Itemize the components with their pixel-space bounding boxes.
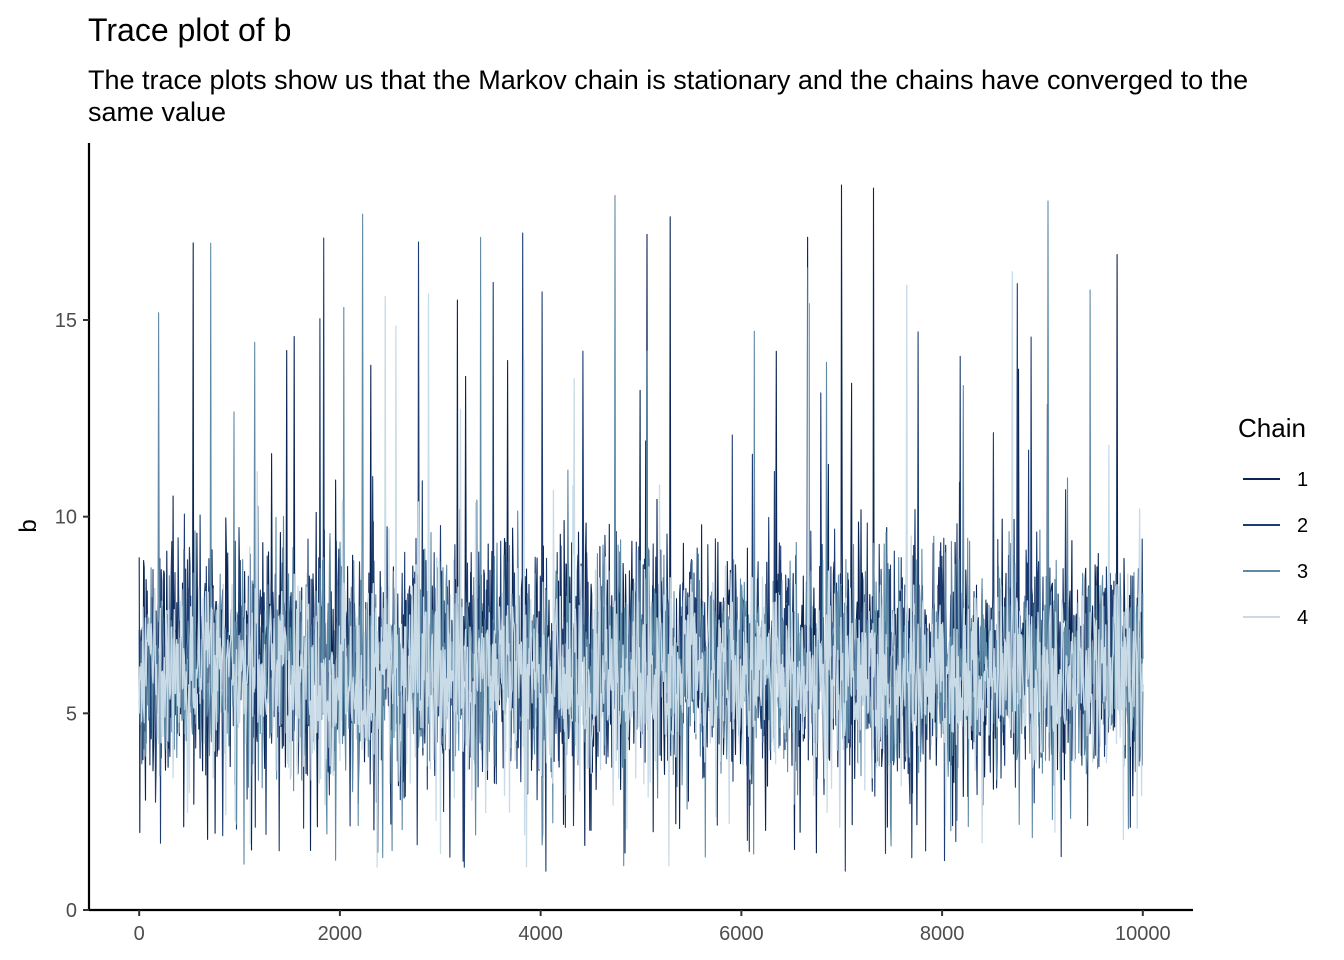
chart-subtitle: The trace plots show us that the Markov … — [88, 65, 1249, 127]
axes-layer: 0 5 10 15 0 2000 4000 6000 8000 10000 — [55, 143, 1193, 945]
x-tick-label: 2000 — [318, 923, 363, 945]
legend-title: Chain — [1238, 413, 1306, 443]
x-tick-label: 0 — [134, 923, 145, 945]
x-tick-label: 6000 — [719, 923, 764, 945]
x-tick-label: 10000 — [1115, 923, 1171, 945]
y-tick-label: 15 — [55, 310, 77, 332]
y-tick-label: 5 — [66, 703, 77, 725]
legend-label-chain-2: 2 — [1297, 515, 1308, 537]
chart-title: Trace plot of b — [88, 12, 292, 48]
y-tick-label: 10 — [55, 507, 77, 529]
y-axis-title: b — [15, 519, 42, 532]
series-line-chain-4 — [138, 267, 1144, 868]
legend-label-chain-3: 3 — [1297, 561, 1308, 583]
x-tick-label: 8000 — [920, 923, 965, 945]
legend: Chain 1 2 3 4 — [1238, 413, 1308, 629]
legend-label-chain-1: 1 — [1297, 469, 1308, 491]
y-tick-label: 0 — [66, 900, 77, 922]
series-layer — [138, 184, 1144, 872]
legend-label-chain-4: 4 — [1297, 607, 1308, 629]
x-tick-label: 4000 — [518, 923, 563, 945]
